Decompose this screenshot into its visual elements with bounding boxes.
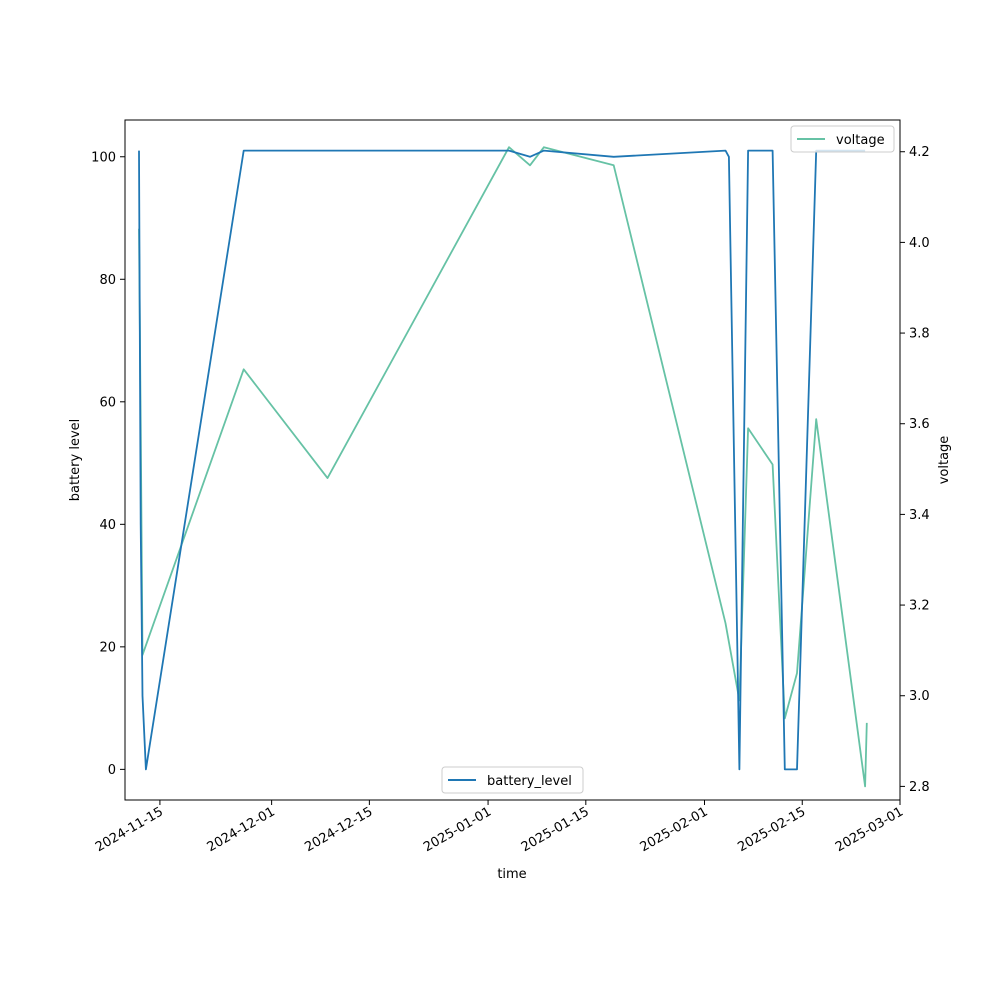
x-tick-label: 2024-11-15 (93, 804, 166, 855)
legend-battery-level-frame (441, 766, 584, 794)
x-tick-label: 2025-01-15 (519, 804, 592, 855)
series-line-battery-level (138, 149, 866, 771)
y-axis-right-label: voltage (937, 436, 952, 485)
y-right-tick-label: 3.6 (909, 417, 930, 432)
y-left-tick-label: 20 (99, 640, 116, 655)
y-left-tick-label: 40 (99, 518, 116, 533)
legend-battery-level: battery_level (441, 766, 584, 794)
x-tick-label: 2025-01-01 (421, 804, 494, 855)
y-axis-right: 2.8 3.0 3.2 3.4 3.6 3.8 4.0 4.2 (900, 145, 930, 795)
legend-voltage-label: voltage (836, 133, 885, 148)
x-tick-label: 2025-02-01 (638, 804, 711, 855)
x-tick-label: 2024-12-15 (302, 804, 375, 855)
x-tick-label: 2024-12-01 (205, 804, 278, 855)
y-left-tick-label: 0 (108, 763, 116, 778)
x-axis-label: time (497, 867, 526, 882)
y-right-tick-label: 3.4 (909, 508, 930, 523)
legend-voltage: voltage (790, 125, 895, 153)
x-tick-label: 2025-03-01 (833, 804, 906, 855)
x-tick-label: 2025-02-15 (735, 804, 808, 855)
y-axis-left: 0 20 40 60 80 100 (91, 150, 125, 778)
plot-frame (124, 119, 901, 801)
y-right-tick-label: 3.8 (909, 327, 930, 342)
y-right-tick-label: 3.0 (909, 689, 930, 704)
legend-voltage-frame (790, 125, 895, 153)
y-right-tick-label: 2.8 (909, 780, 930, 795)
y-left-tick-label: 60 (99, 395, 116, 410)
legend-battery-level-label: battery_level (487, 774, 572, 789)
y-right-tick-label: 3.2 (909, 599, 930, 614)
y-left-tick-label: 100 (91, 150, 116, 165)
y-right-tick-label: 4.2 (909, 145, 930, 160)
y-right-tick-label: 4.0 (909, 236, 930, 251)
y-axis-left-label: battery level (68, 419, 83, 502)
series-line-voltage (138, 146, 868, 788)
x-axis: 2024-11-15 2024-12-01 2024-12-15 2025-01-01… (93, 800, 906, 855)
y-left-tick-label: 80 (99, 273, 116, 288)
